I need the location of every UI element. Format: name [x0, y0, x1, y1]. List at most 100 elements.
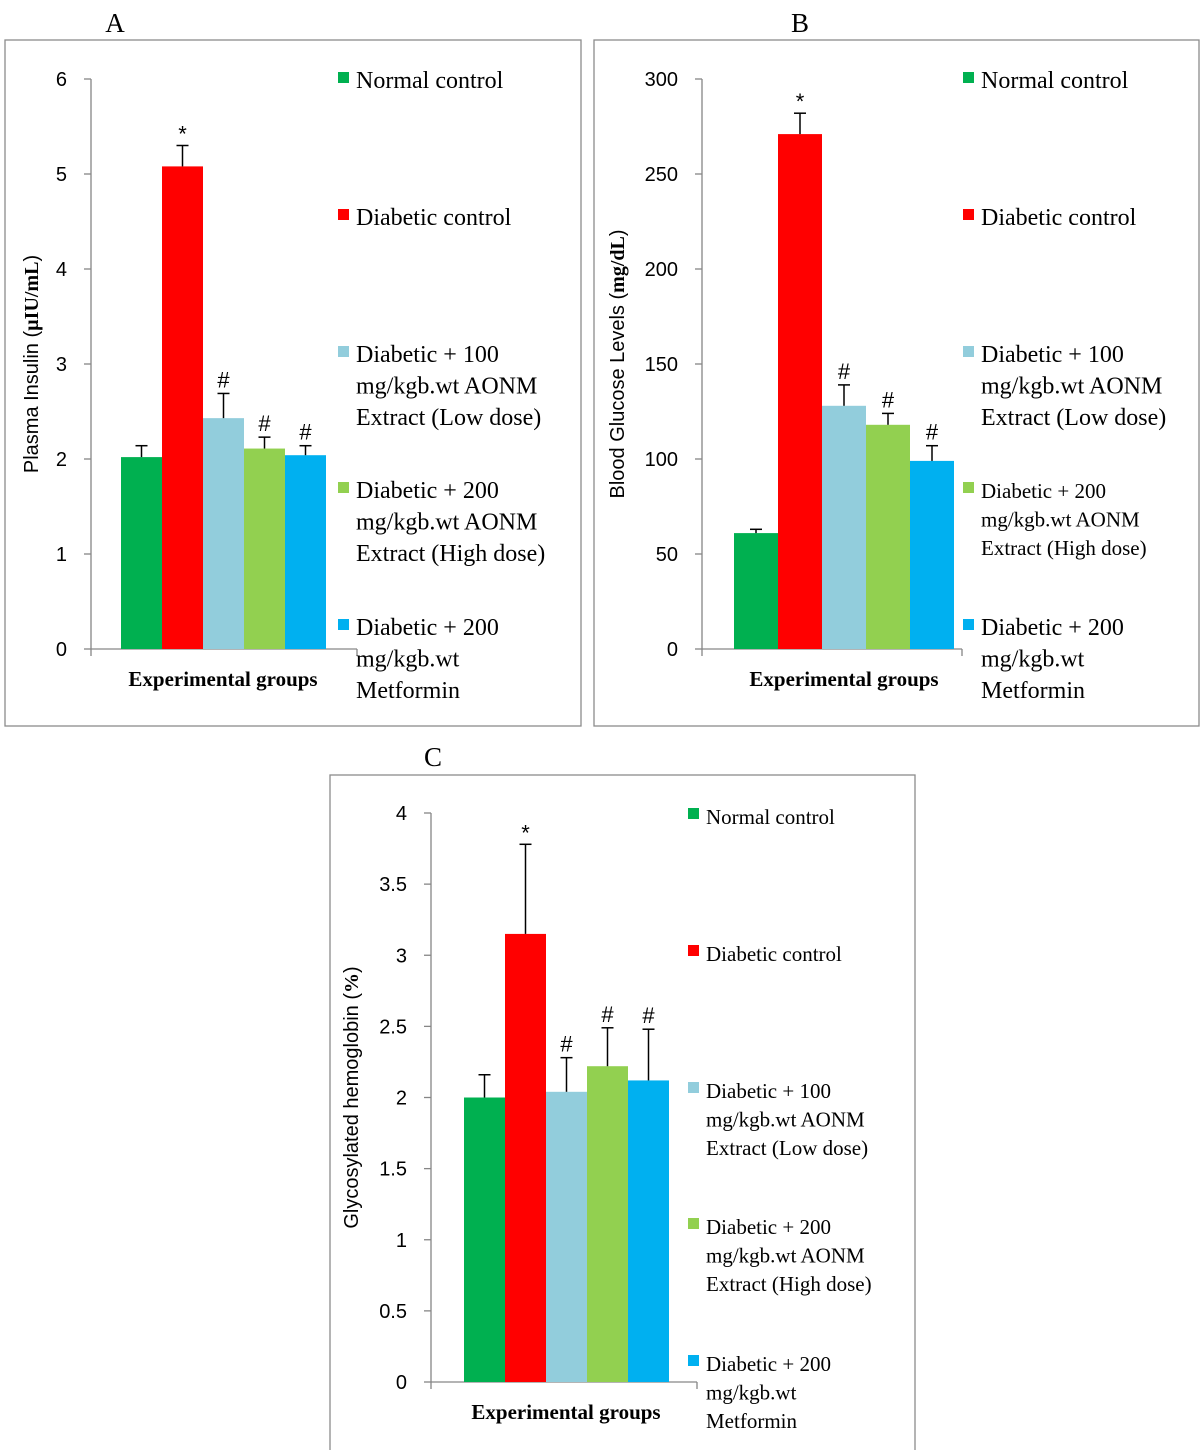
legend-label: mg/kgb.wt AONM [981, 508, 1140, 532]
legend-label: Metformin [706, 1409, 797, 1433]
significance-marker: * [521, 820, 530, 845]
significance-marker: # [258, 411, 271, 436]
panel-border [329, 774, 916, 1450]
legend-label: Diabetic + 100 [981, 342, 1124, 368]
y-tick-label: 1.5 [379, 1159, 407, 1181]
legend-label: Extract (High dose) [706, 1272, 872, 1296]
legend-label: Diabetic + 200 [356, 615, 499, 641]
legend-swatch [688, 808, 699, 819]
y-axis-label-text: Glycosylated hemoglobin ( [341, 993, 363, 1229]
panel-border [593, 39, 1200, 727]
legend-label: mg/kgb.wt AONM [981, 374, 1162, 400]
significance-marker: # [926, 420, 939, 445]
legend-label: mg/kgb.wt AONM [706, 1244, 865, 1268]
legend-swatch [963, 72, 974, 83]
legend-label: mg/kgb.wt AONM [356, 510, 537, 536]
y-axis-label-unit: µIU/mL [21, 262, 43, 331]
y-tick-label: 50 [656, 544, 678, 566]
legend-label: Metformin [981, 678, 1085, 704]
x-axis-label: Experimental groups [471, 1400, 660, 1424]
y-tick-label: 6 [56, 69, 67, 91]
y-tick-label: 0 [56, 639, 67, 661]
significance-marker: # [642, 1003, 655, 1028]
legend-swatch [963, 209, 974, 220]
legend-label: mg/kgb.wt [981, 647, 1085, 673]
y-axis-label: Glycosylated hemoglobin (%) [341, 966, 363, 1228]
significance-marker: # [601, 1002, 614, 1027]
y-tick-label: 1 [396, 1230, 407, 1252]
y-tick-label: 300 [645, 69, 678, 91]
legend-label: mg/kgb.wt [356, 647, 460, 673]
panel-letter: A [105, 8, 125, 38]
bar [546, 1091, 587, 1382]
y-tick-label: 0.5 [379, 1301, 407, 1323]
bar [244, 448, 285, 649]
y-tick-label: 150 [645, 354, 678, 376]
y-tick-label: 250 [645, 164, 678, 186]
legend-label: Normal control [356, 68, 504, 94]
legend-label: Diabetic + 200 [981, 479, 1106, 503]
y-tick-label: 5 [56, 164, 67, 186]
bar [628, 1080, 669, 1382]
legend-label: Diabetic control [356, 205, 512, 231]
y-tick-label: 200 [645, 259, 678, 281]
legend-label: Extract (Low dose) [706, 1136, 868, 1160]
y-tick-label: 2.5 [379, 1016, 407, 1038]
bar [203, 418, 244, 649]
legend-label: mg/kgb.wt AONM [706, 1108, 865, 1132]
significance-marker: * [796, 89, 805, 114]
legend-swatch [338, 72, 349, 83]
bar [822, 405, 866, 649]
x-axis-label: Experimental groups [749, 667, 938, 691]
legend-label: Extract (Low dose) [981, 405, 1166, 431]
legend-label: Diabetic control [706, 942, 842, 966]
significance-marker: # [838, 359, 851, 384]
legend-label: Extract (High dose) [356, 541, 545, 567]
legend-swatch [338, 209, 349, 220]
legend-swatch [688, 1355, 699, 1366]
legend-swatch [338, 346, 349, 357]
bar [866, 424, 910, 649]
y-tick-label: 100 [645, 449, 678, 471]
legend-label: Diabetic + 100 [356, 342, 499, 368]
significance-marker: * [178, 122, 187, 147]
panel-border [4, 39, 582, 727]
panel-letter: C [424, 742, 442, 772]
bar [285, 455, 326, 649]
legend-swatch [688, 1218, 699, 1229]
y-axis-label-unit: mg/dL [607, 236, 629, 293]
y-axis-label-text: Plasma Insulin ( [21, 331, 43, 474]
x-axis-label: Experimental groups [128, 667, 317, 691]
chart-panel-c: C 0 0.5 1 1.5 2 2.5 3 3.5 4 Glycosylated hemoglobi… [329, 742, 916, 1450]
y-tick-label: 4 [56, 259, 67, 281]
y-axis-label-unit: % [341, 973, 363, 993]
y-tick-label: 2 [56, 449, 67, 471]
y-axis-label: Blood Glucose Levels (mg/dL) [607, 229, 629, 498]
y-tick-label: 1 [56, 544, 67, 566]
bar [505, 933, 546, 1382]
legend-label: Diabetic + 200 [356, 478, 499, 504]
legend-swatch [963, 619, 974, 630]
y-tick-label: 2 [396, 1088, 407, 1110]
y-axis-label: Plasma Insulin (µIU/mL) [21, 255, 43, 473]
y-tick-label: 0 [396, 1372, 407, 1394]
legend-swatch [688, 945, 699, 956]
legend-label: mg/kgb.wt [706, 1381, 797, 1405]
legend-label: Diabetic + 200 [706, 1352, 831, 1376]
y-tick-label: 4 [396, 803, 407, 825]
y-axis-label-text: ) [21, 255, 43, 262]
y-tick-label: 0 [667, 639, 678, 661]
legend-swatch [338, 482, 349, 493]
legend-label: Normal control [981, 68, 1129, 94]
significance-marker: # [217, 367, 230, 392]
y-tick-label: 3 [396, 945, 407, 967]
legend-label: mg/kgb.wt AONM [356, 374, 537, 400]
bar [121, 457, 162, 649]
legend-swatch [688, 1082, 699, 1093]
legend-label: Diabetic + 200 [981, 615, 1124, 641]
legend-label: Diabetic + 100 [706, 1079, 831, 1103]
chart-panel-a: A 0 1 2 3 4 5 6 Plasma Insulin (µIU/mL) Experimen… [4, 8, 582, 727]
legend-swatch [963, 346, 974, 357]
y-tick-label: 3.5 [379, 874, 407, 896]
